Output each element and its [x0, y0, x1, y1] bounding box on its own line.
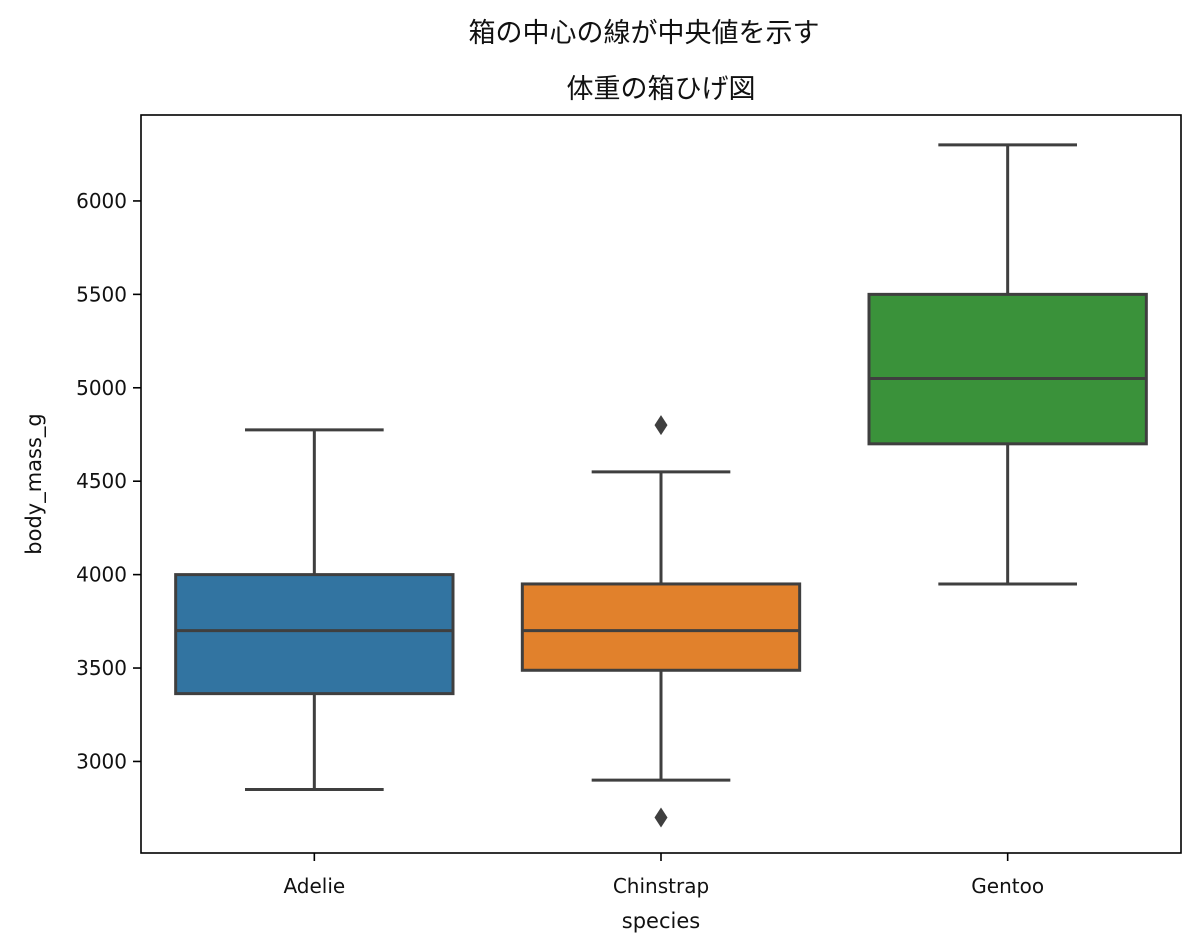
box-gentoo — [867, 143, 1148, 586]
iqr-box — [520, 582, 802, 672]
y-tick-label: 6000 — [76, 189, 127, 213]
y-tick-label: 5000 — [76, 376, 127, 400]
iqr-box — [867, 292, 1148, 446]
y-axis-label: body_mass_g — [22, 413, 47, 554]
box-adelie — [174, 428, 455, 791]
chart-suptitle: 箱の中心の線が中央値を示す — [469, 18, 820, 49]
y-tick-label: 3000 — [76, 749, 127, 773]
y-tick-label: 4000 — [76, 563, 127, 587]
box-chinstrap — [520, 415, 802, 828]
outlier-point — [654, 415, 668, 436]
outlier-point — [654, 807, 668, 828]
x-tick-label: Gentoo — [971, 874, 1044, 898]
iqr-box — [174, 573, 455, 696]
y-axis: 3000 3500 4000 4500 5000 5500 6000 — [76, 189, 141, 773]
x-tick-label: Chinstrap — [613, 874, 709, 898]
y-tick-label: 3500 — [76, 656, 127, 680]
x-axis: Adelie Chinstrap Gentoo — [283, 853, 1044, 898]
plot-area — [174, 143, 1148, 828]
x-tick-label: Adelie — [283, 874, 345, 898]
chart-title: 体重の箱ひげ図 — [567, 74, 756, 105]
x-axis-label: species — [622, 909, 700, 933]
y-tick-label: 4500 — [76, 469, 127, 493]
y-tick-label: 5500 — [76, 282, 127, 306]
